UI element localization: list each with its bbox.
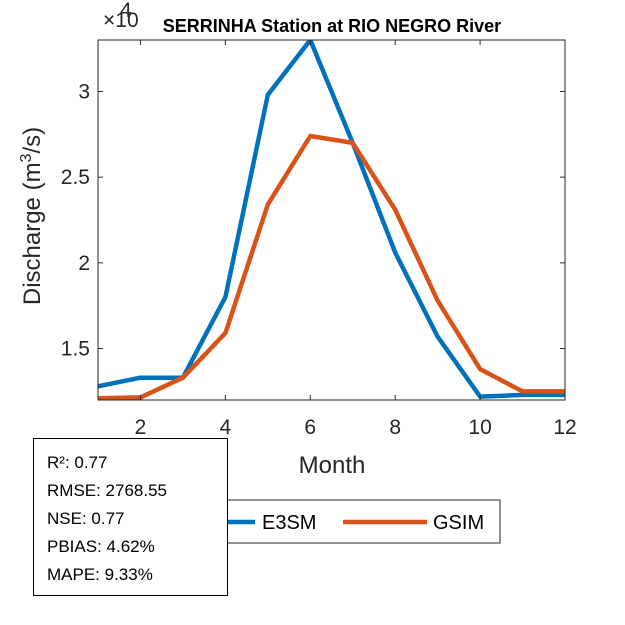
y-tick-label-2: 2 — [78, 252, 90, 275]
y-tick-label-2.5: 2.5 — [61, 166, 90, 189]
x-tick-label-2: 2 — [135, 416, 147, 439]
legend-label-e3sm: E3SM — [262, 512, 316, 534]
x-tick-label-6: 6 — [304, 416, 316, 439]
y-tick-label-1.5: 1.5 — [61, 338, 90, 361]
y-exponent-power: 4 — [120, 0, 132, 22]
stat-r2: R²: 0.77 — [47, 453, 108, 472]
series-line-gsim — [98, 133, 565, 400]
stat-rmse: RMSE: 2768.55 — [47, 481, 168, 500]
chart-title: SERRINHA Station at RIO NEGRO River — [163, 16, 501, 36]
x-axis-label: Month — [299, 452, 366, 479]
y-axis-label: Discharge (m3/s) — [18, 127, 46, 305]
plot-area: 2 4 6 8 10 12 1.5 2 2.5 3 — [61, 39, 577, 439]
y-axis-label-main: Discharge (m — [19, 162, 46, 305]
y-exponent-prefix: ×10 — [103, 9, 139, 32]
y-axis-label-tail: /s) — [19, 127, 46, 154]
axes-box — [97, 39, 566, 401]
x-tick-label-8: 8 — [389, 416, 401, 439]
stats-box: R²: 0.77 RMSE: 2768.55 NSE: 0.77 PBIAS: … — [33, 438, 228, 596]
y-tick-label-3: 3 — [78, 80, 90, 103]
stat-pbias: PBIAS: 4.62% — [47, 537, 155, 556]
series-line-e3sm — [98, 40, 565, 399]
legend: E3SM GSIM — [220, 499, 501, 544]
legend-label-gsim: GSIM — [433, 512, 484, 534]
y-axis-label-sup: 3 — [18, 153, 35, 162]
stat-nse: NSE: 0.77 — [47, 509, 125, 528]
x-tick-label-10: 10 — [468, 416, 491, 439]
stat-mape: MAPE: 9.33% — [47, 565, 153, 584]
x-tick-label-12: 12 — [553, 416, 576, 439]
x-tick-label-4: 4 — [220, 416, 232, 439]
